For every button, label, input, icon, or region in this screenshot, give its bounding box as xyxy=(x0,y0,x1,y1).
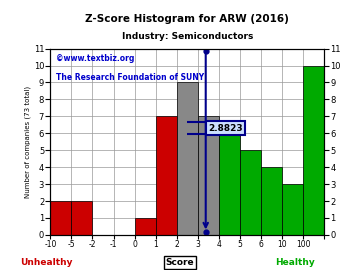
Bar xyxy=(135,218,156,235)
Bar xyxy=(50,201,71,235)
Bar xyxy=(71,201,93,235)
Bar xyxy=(219,133,240,235)
Text: Healthy: Healthy xyxy=(275,258,315,267)
Text: Unhealthy: Unhealthy xyxy=(21,258,73,267)
Text: ©www.textbiz.org: ©www.textbiz.org xyxy=(56,54,134,63)
Bar xyxy=(303,66,324,235)
Y-axis label: Number of companies (73 total): Number of companies (73 total) xyxy=(24,86,31,198)
Bar xyxy=(198,116,219,235)
Text: The Research Foundation of SUNY: The Research Foundation of SUNY xyxy=(56,73,204,82)
Text: Industry: Semiconductors: Industry: Semiconductors xyxy=(122,32,253,41)
Bar xyxy=(240,150,261,235)
Text: 2.8823: 2.8823 xyxy=(208,124,242,133)
Bar xyxy=(177,82,198,235)
Text: Z-Score Histogram for ARW (2016): Z-Score Histogram for ARW (2016) xyxy=(85,14,289,24)
Text: Score: Score xyxy=(166,258,194,267)
Bar xyxy=(156,116,177,235)
Bar xyxy=(282,184,303,235)
Bar xyxy=(261,167,282,235)
